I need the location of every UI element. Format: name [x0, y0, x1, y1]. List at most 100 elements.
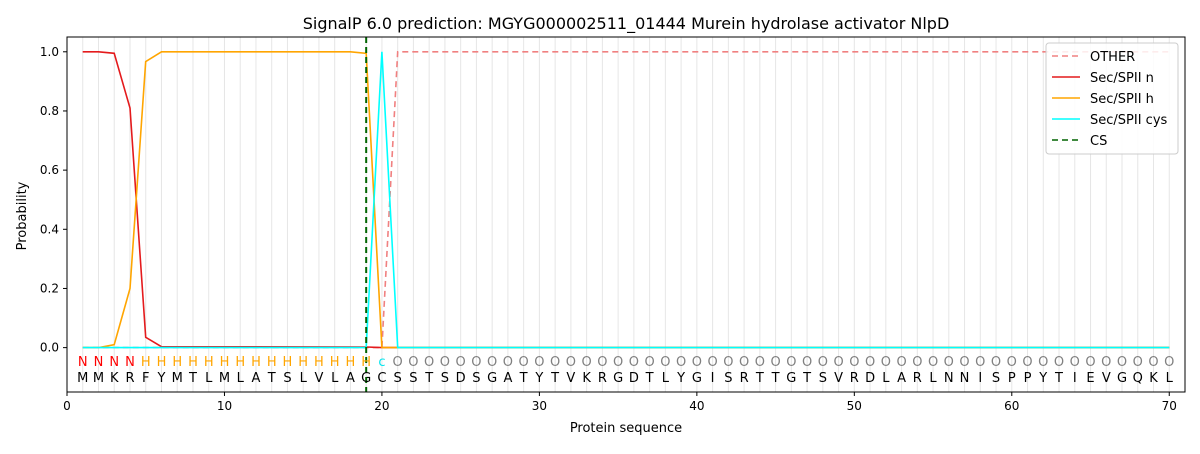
- residue-letter: R: [850, 371, 859, 386]
- residue-label: H: [330, 355, 340, 370]
- residue-label: O: [660, 355, 670, 370]
- residue-letter: R: [740, 371, 749, 386]
- residue-label: O: [597, 355, 607, 370]
- residue-letter: Q: [1133, 371, 1143, 386]
- residue-label: O: [723, 355, 733, 370]
- legend-box: [1045, 42, 1179, 155]
- residue-label: O: [881, 355, 891, 370]
- x-axis-ticks: 0 10 20 30 40 50 60 70: [63, 392, 1177, 413]
- residue-label: O: [1085, 355, 1095, 370]
- residue-letter: I: [978, 371, 982, 386]
- residue-label: O: [833, 355, 843, 370]
- legend-entry: Sec/SPII cys: [1090, 113, 1168, 128]
- residue-letter: Y: [676, 371, 685, 386]
- series-sec-spii-h-line: [82, 50, 1170, 349]
- residue-label: O: [802, 355, 812, 370]
- residue-label: O: [755, 355, 765, 370]
- residue-letter: L: [205, 371, 213, 386]
- residue-letter: T: [424, 371, 433, 386]
- residue-letter: C: [377, 371, 386, 386]
- residue-letter: Y: [534, 371, 543, 386]
- residue-letter: G: [361, 371, 371, 386]
- residue-letter: S: [283, 371, 291, 386]
- residue-letter: I: [711, 371, 715, 386]
- residue-letter: L: [662, 371, 670, 386]
- residue-label: H: [298, 355, 308, 370]
- residue-label: O: [818, 355, 828, 370]
- residue-label: O: [944, 355, 954, 370]
- series-sec-spii-n-line: [82, 50, 1170, 349]
- residue-letter: L: [929, 371, 937, 386]
- residue-letter: D: [865, 371, 875, 386]
- residue-label: O: [959, 355, 969, 370]
- residue-label: O: [582, 355, 592, 370]
- residue-letter: Y: [157, 371, 166, 386]
- residue-letter: K: [110, 371, 119, 386]
- residue-letter: V: [314, 371, 323, 386]
- residue-label: H: [346, 355, 356, 370]
- residue-label: N: [125, 355, 135, 370]
- residue-letter: T: [267, 371, 276, 386]
- legend-entry: CS: [1090, 134, 1107, 149]
- y-tick-label: 0.2: [40, 281, 59, 295]
- residue-letter: G: [613, 371, 623, 386]
- plot-frame: [66, 36, 1186, 393]
- residue-letter: P: [1008, 371, 1016, 386]
- x-tick-label: 70: [1162, 399, 1177, 413]
- residue-label: H: [251, 355, 261, 370]
- residue-letter: T: [550, 371, 559, 386]
- residue-label: O: [896, 355, 906, 370]
- residue-label: H: [172, 355, 182, 370]
- residue-letter: V: [834, 371, 843, 386]
- legend: OTHER Sec/SPII n Sec/SPII h Sec/SPII cys CS: [1045, 42, 1179, 155]
- residue-letter: T: [188, 371, 197, 386]
- residue-label: O: [676, 355, 686, 370]
- residue-label: O: [534, 355, 544, 370]
- residue-letter: G: [692, 371, 702, 386]
- residue-letter: T: [1054, 371, 1063, 386]
- residue-letter: N: [944, 371, 954, 386]
- residue-letter: Y: [1038, 371, 1047, 386]
- residue-label: N: [109, 355, 119, 370]
- x-tick-label: 40: [689, 399, 704, 413]
- residue-label: O: [991, 355, 1001, 370]
- legend-entry: Sec/SPII n: [1090, 71, 1154, 86]
- residue-label: O: [408, 355, 418, 370]
- residue-letter: L: [331, 371, 339, 386]
- residue-letter: R: [598, 371, 607, 386]
- y-tick-label: 0.8: [40, 104, 59, 118]
- residue-label: O: [912, 355, 922, 370]
- residue-label: H: [204, 355, 214, 370]
- residue-letter: M: [93, 371, 104, 386]
- residue-label: O: [456, 355, 466, 370]
- x-tick-label: 0: [63, 399, 71, 413]
- residue-label: O: [645, 355, 655, 370]
- residue-letter: G: [1117, 371, 1127, 386]
- residue-label: O: [566, 355, 576, 370]
- residue-label: N: [94, 355, 104, 370]
- series-sec-spii-cys-line: [82, 51, 1170, 349]
- residue-label: O: [1164, 355, 1174, 370]
- residue-label: c: [378, 355, 385, 370]
- residue-label: N: [78, 355, 88, 370]
- residue-letter: D: [456, 371, 466, 386]
- residue-label: O: [613, 355, 623, 370]
- residue-letter: I: [1073, 371, 1077, 386]
- residue-label: H: [267, 355, 277, 370]
- residue-label: H: [314, 355, 324, 370]
- residue-label: O: [487, 355, 497, 370]
- residue-label: O: [865, 355, 875, 370]
- residue-letter: L: [882, 371, 890, 386]
- residue-letter: K: [582, 371, 591, 386]
- residue-label: O: [1101, 355, 1111, 370]
- residue-label: O: [440, 355, 450, 370]
- residue-label: H: [283, 355, 293, 370]
- series-layer: [82, 37, 1170, 392]
- residue-label: O: [1038, 355, 1048, 370]
- residue-letter: R: [125, 371, 134, 386]
- residue-label: O: [424, 355, 434, 370]
- chart-title: SignalP 6.0 prediction: MGYG000002511_01…: [303, 14, 950, 34]
- residue-letter: L: [1166, 371, 1174, 386]
